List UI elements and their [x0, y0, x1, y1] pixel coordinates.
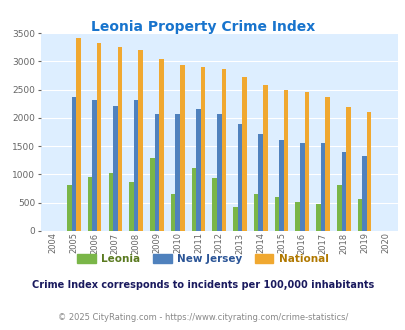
- Bar: [216, 115, 221, 231]
- Bar: [159, 59, 163, 231]
- Text: Leonia Property Crime Index: Leonia Property Crime Index: [91, 20, 314, 34]
- Bar: [138, 50, 143, 231]
- Bar: [299, 143, 304, 231]
- Bar: [258, 134, 262, 231]
- Bar: [336, 185, 341, 231]
- Bar: [117, 47, 122, 231]
- Bar: [76, 38, 81, 231]
- Bar: [134, 100, 138, 231]
- Bar: [175, 114, 179, 231]
- Bar: [196, 109, 200, 231]
- Bar: [324, 97, 329, 231]
- Bar: [221, 69, 226, 231]
- Bar: [212, 178, 216, 231]
- Bar: [179, 65, 184, 231]
- Bar: [150, 158, 154, 231]
- Bar: [362, 156, 366, 231]
- Bar: [315, 204, 320, 231]
- Text: © 2025 CityRating.com - https://www.cityrating.com/crime-statistics/: © 2025 CityRating.com - https://www.city…: [58, 313, 347, 322]
- Bar: [154, 115, 159, 231]
- Legend: Leonia, New Jersey, National: Leonia, New Jersey, National: [73, 249, 332, 268]
- Bar: [87, 177, 92, 231]
- Bar: [320, 143, 324, 231]
- Text: Crime Index corresponds to incidents per 100,000 inhabitants: Crime Index corresponds to incidents per…: [32, 280, 373, 290]
- Bar: [295, 202, 299, 231]
- Bar: [232, 207, 237, 231]
- Bar: [200, 67, 205, 231]
- Bar: [242, 77, 246, 231]
- Bar: [345, 107, 350, 231]
- Bar: [108, 173, 113, 231]
- Bar: [283, 89, 288, 231]
- Bar: [113, 106, 117, 231]
- Bar: [279, 140, 283, 231]
- Bar: [341, 152, 345, 231]
- Bar: [171, 194, 175, 231]
- Bar: [129, 182, 134, 231]
- Bar: [304, 92, 309, 231]
- Bar: [357, 199, 362, 231]
- Bar: [92, 100, 97, 231]
- Bar: [67, 184, 71, 231]
- Bar: [274, 197, 279, 231]
- Bar: [262, 85, 267, 231]
- Bar: [253, 194, 258, 231]
- Bar: [237, 123, 242, 231]
- Bar: [366, 112, 371, 231]
- Bar: [191, 168, 196, 231]
- Bar: [71, 97, 76, 231]
- Bar: [97, 43, 101, 231]
